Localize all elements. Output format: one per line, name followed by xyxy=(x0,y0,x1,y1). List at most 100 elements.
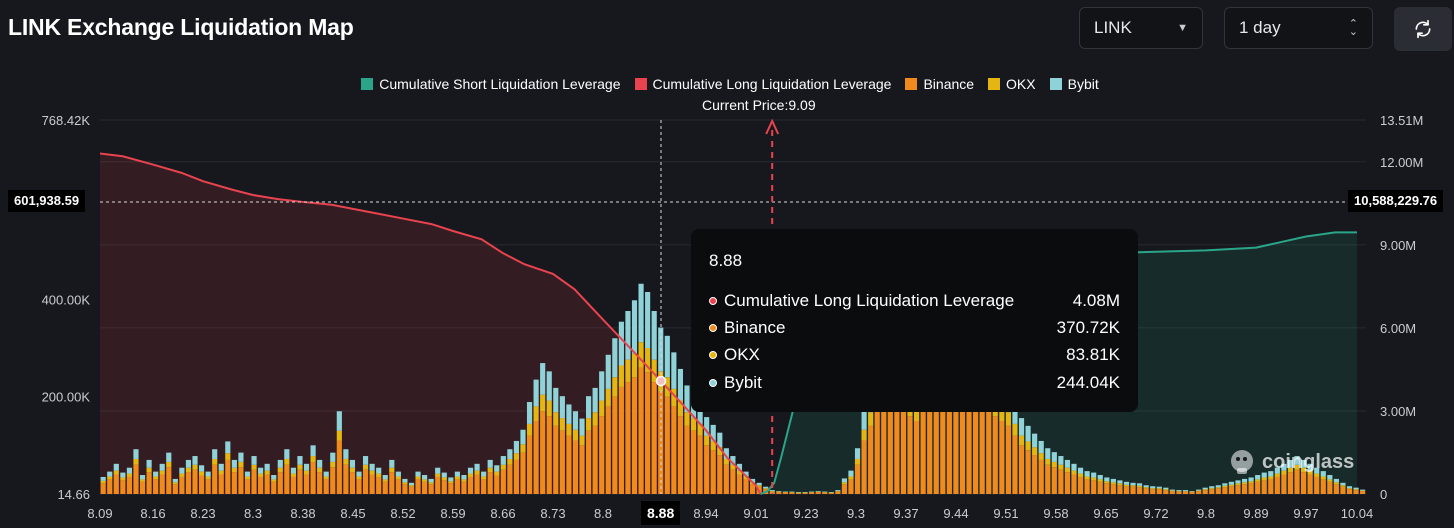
okx-bar xyxy=(238,461,244,468)
okx-bar xyxy=(1163,489,1169,491)
legend-item[interactable]: Cumulative Long Liquidation Leverage xyxy=(634,76,891,92)
bybit-bar xyxy=(1077,467,1084,474)
binance-bar xyxy=(730,469,736,494)
bybit-bar xyxy=(1314,467,1320,474)
refresh-button[interactable] xyxy=(1394,7,1452,51)
bybit-bar xyxy=(769,490,775,492)
okx-bar xyxy=(513,453,520,460)
binance-bar xyxy=(1176,491,1182,494)
okx-bar xyxy=(743,476,749,480)
binance-bar xyxy=(986,406,992,494)
tooltip-row: Binance 370.72K xyxy=(709,314,1120,341)
x-axis-tick: 9.44 xyxy=(943,506,968,521)
binance-bar xyxy=(1005,425,1011,494)
binance-bar xyxy=(789,492,795,494)
okx-bar xyxy=(494,471,500,476)
binance-bar xyxy=(1196,491,1202,494)
bybit-bar xyxy=(1235,480,1241,484)
bybit-bar xyxy=(618,321,624,366)
legend-label: OKX xyxy=(1006,76,1036,92)
watermark-text: coinglass xyxy=(1262,450,1355,473)
legend-item[interactable]: Cumulative Short Liquidation Leverage xyxy=(361,76,621,92)
legend-swatch xyxy=(988,78,1001,90)
bybit-bar xyxy=(244,471,251,477)
bybit-bar xyxy=(540,363,546,395)
chart-tooltip: 8.88 Cumulative Long Liquidation Leverag… xyxy=(691,229,1138,412)
okx-bar xyxy=(730,464,736,470)
binance-bar xyxy=(1045,464,1051,494)
tooltip-value: 4.08M xyxy=(1072,290,1120,310)
bybit-bar xyxy=(1163,487,1169,490)
binance-bar xyxy=(336,440,342,494)
bybit-bar xyxy=(107,471,113,477)
bybit-bar xyxy=(743,471,749,477)
okx-bar xyxy=(369,470,375,475)
okx-bar xyxy=(736,470,743,475)
binance-bar xyxy=(1064,472,1071,494)
okx-bar xyxy=(166,461,172,468)
bybit-bar xyxy=(1274,467,1280,474)
binance-bar xyxy=(310,462,316,494)
right-axis-tick: 6.00M xyxy=(1380,321,1416,336)
bybit-bar xyxy=(454,471,460,477)
bybit-bar xyxy=(1045,448,1051,459)
okx-bar xyxy=(1294,464,1300,470)
binance-bar xyxy=(776,492,782,494)
bybit-bar xyxy=(1255,475,1261,480)
binance-bar xyxy=(205,479,211,494)
tooltip-value: 370.72K xyxy=(1056,317,1120,337)
okx-bar xyxy=(1215,487,1221,489)
binance-bar xyxy=(395,479,401,494)
binance-bar xyxy=(874,411,880,494)
legend-item[interactable]: OKX xyxy=(988,76,1036,92)
okx-bar xyxy=(428,482,434,485)
binance-bar xyxy=(966,377,972,494)
okx-bar xyxy=(474,470,480,475)
binance-bar xyxy=(494,475,500,494)
okx-bar xyxy=(120,477,126,481)
binance-bar xyxy=(618,386,624,494)
coinglass-watermark: coinglass xyxy=(1228,448,1354,476)
bybit-bar xyxy=(1301,459,1307,468)
bybit-bar xyxy=(126,467,132,474)
range-select[interactable]: 1 day ⌃ ⌄ xyxy=(1224,7,1373,49)
x-axis-tick: 9.58 xyxy=(1043,506,1068,521)
bybit-bar xyxy=(1346,486,1353,489)
okx-bar xyxy=(651,359,657,383)
okx-bar xyxy=(389,467,395,473)
bybit-bar xyxy=(120,472,126,478)
binance-bar xyxy=(1077,476,1084,494)
binance-bar xyxy=(927,401,933,494)
okx-bar xyxy=(1012,423,1018,436)
okx-bar xyxy=(841,482,847,485)
bybit-bar xyxy=(461,475,467,480)
bybit-bar xyxy=(238,452,244,462)
binance-bar xyxy=(290,476,296,494)
bybit-bar xyxy=(487,459,493,468)
binance-bar xyxy=(481,479,487,494)
legend-item[interactable]: Bybit xyxy=(1049,76,1099,92)
legend-item[interactable]: Binance xyxy=(905,76,974,92)
coin-select[interactable]: LINK ▼ xyxy=(1079,7,1203,49)
binance-bar xyxy=(1025,450,1031,494)
okx-bar xyxy=(625,359,631,383)
okx-bar xyxy=(1077,473,1084,477)
bybit-bar xyxy=(520,429,526,445)
binance-bar xyxy=(1110,484,1116,494)
legend-swatch xyxy=(361,78,374,90)
bybit-bar xyxy=(723,448,729,459)
tooltip-dot xyxy=(709,296,717,305)
binance-bar xyxy=(605,406,611,494)
okx-bar xyxy=(107,476,113,480)
binance-bar xyxy=(625,382,631,494)
okx-bar xyxy=(303,470,310,475)
binance-bar xyxy=(802,493,808,494)
okx-bar xyxy=(1228,484,1235,487)
x-axis-tick: 8.66 xyxy=(490,506,515,521)
binance-bar xyxy=(362,469,369,494)
binance-bar xyxy=(1340,486,1346,494)
binance-bar xyxy=(586,430,592,494)
bybit-bar xyxy=(638,283,644,343)
bybit-bar xyxy=(428,478,434,483)
bybit-bar xyxy=(599,371,605,401)
